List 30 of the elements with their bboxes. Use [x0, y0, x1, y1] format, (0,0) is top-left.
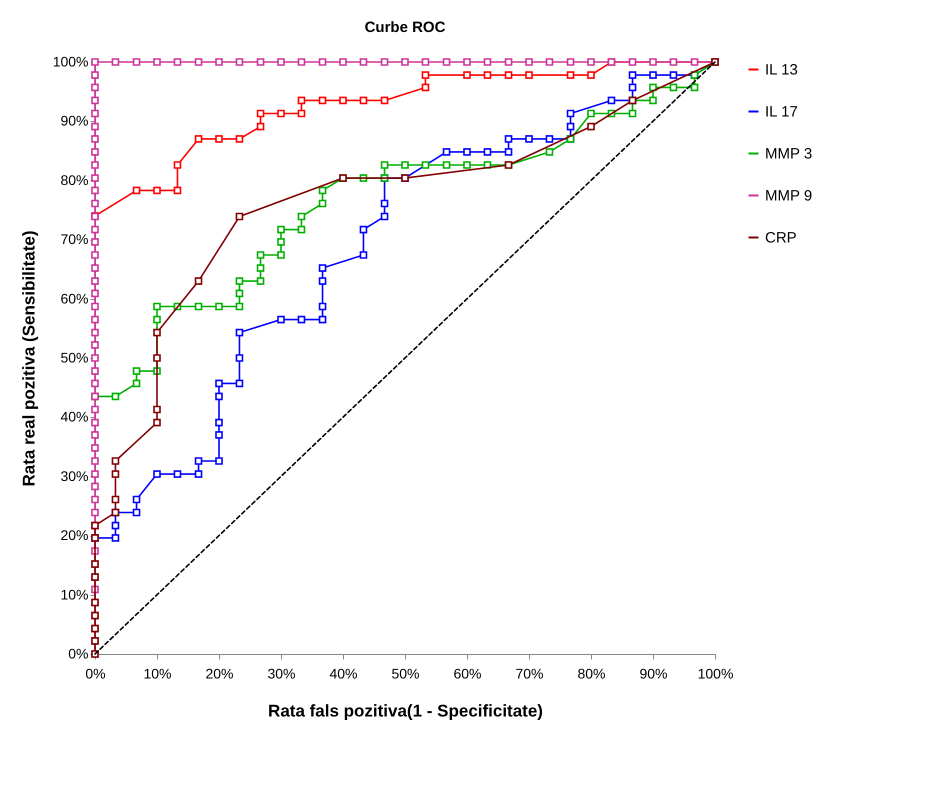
legend-label: IL 13: [765, 62, 798, 78]
y-tick-label: 100%: [52, 54, 88, 70]
chart-title: Curbe ROC: [364, 19, 446, 36]
x-tick-label: 90%: [639, 666, 668, 682]
y-tick-label: 0%: [68, 646, 88, 662]
x-tick-label: 20%: [205, 666, 234, 682]
y-axis-title: Rata real pozitiva (Sensibilitate): [20, 230, 39, 487]
y-tick-label: 20%: [60, 527, 88, 544]
y-tick-label: 80%: [60, 172, 88, 188]
y-tick-label: 10%: [60, 586, 88, 602]
y-tick-label: 50%: [60, 350, 88, 366]
x-tick-label: 30%: [267, 666, 296, 682]
x-tick-label: 70%: [515, 666, 544, 682]
y-tick-label: 70%: [60, 231, 88, 248]
x-tick-label: 80%: [577, 666, 606, 682]
x-tick-label: 100%: [698, 666, 734, 682]
x-tick-label: 60%: [453, 666, 482, 682]
y-tick-label: 90%: [60, 112, 88, 129]
y-tick-label: 40%: [60, 408, 88, 425]
x-tick-label: 10%: [143, 666, 172, 682]
y-tick-label: 30%: [60, 468, 88, 484]
x-tick-label: 0%: [85, 666, 106, 682]
x-tick-label: 50%: [391, 666, 420, 682]
legend-label: MMP 3: [765, 146, 812, 162]
legend-label: IL 17: [765, 104, 798, 120]
x-axis-title: Rata fals pozitiva(1 - Specificitate): [268, 702, 543, 720]
x-tick-label: 40%: [329, 666, 358, 682]
legend-label: CRP: [765, 230, 797, 246]
legend-label: MMP 9: [765, 188, 812, 204]
y-tick-label: 60%: [60, 290, 88, 306]
